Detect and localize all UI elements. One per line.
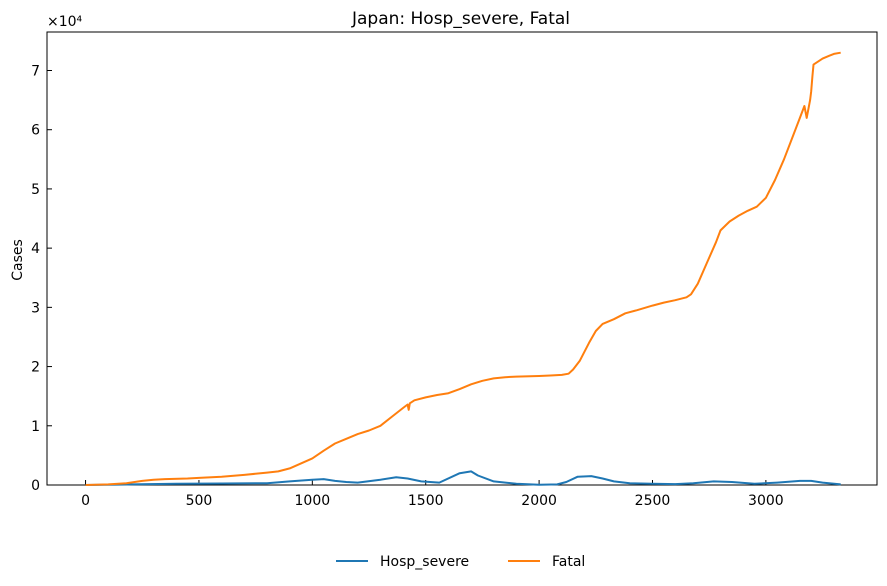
x-tick-label: 1500 <box>408 493 444 509</box>
x-tick-label: 1000 <box>295 493 331 509</box>
y-tick-label: 4 <box>31 241 40 257</box>
series-line-fatal <box>85 51 841 486</box>
y-axis-label: Cases <box>10 239 26 281</box>
legend-label-fatal: Fatal <box>552 554 585 570</box>
y-axis-scale-label: ×10⁴ <box>47 14 83 30</box>
y-tick-label: 2 <box>31 360 40 376</box>
y-tick-label: 5 <box>31 182 40 198</box>
series-line-hosp-severe <box>85 470 841 486</box>
x-tick-label: 2000 <box>521 493 557 509</box>
legend: Hosp_severe Fatal <box>336 554 585 570</box>
y-tick-label: 7 <box>31 63 40 79</box>
y-axis-ticks: 0 1 2 3 4 5 6 7 <box>31 63 52 494</box>
x-tick-label: 500 <box>186 493 213 509</box>
y-tick-label: 0 <box>31 478 40 494</box>
y-tick-label: 1 <box>31 419 40 435</box>
plot-frame <box>46 31 878 486</box>
series-lines <box>85 51 841 486</box>
x-tick-label: 3000 <box>748 493 784 509</box>
y-tick-label: 3 <box>31 300 40 316</box>
y-tick-label: 6 <box>31 123 40 139</box>
x-tick-label: 0 <box>81 493 90 509</box>
x-axis-ticks: 0 500 1000 1500 2000 2500 3000 <box>81 480 784 509</box>
x-tick-label: 2500 <box>635 493 671 509</box>
chart-title: Japan: Hosp_severe, Fatal <box>351 9 570 29</box>
legend-label-hosp-severe: Hosp_severe <box>380 554 469 570</box>
